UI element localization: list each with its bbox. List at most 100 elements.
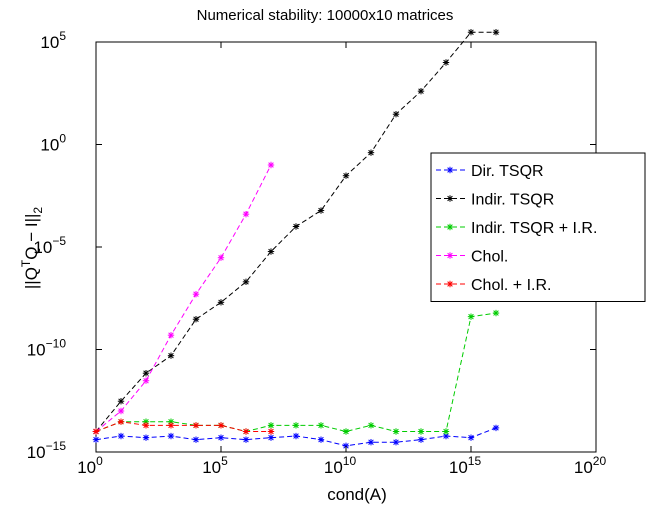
series-0 <box>92 424 500 450</box>
data-point-stroke <box>468 313 474 320</box>
legend-label: Chol. <box>471 249 508 266</box>
legend-item: Chol. + I.R. <box>436 277 551 294</box>
legend-marker-stroke <box>447 252 453 259</box>
data-point-stroke <box>218 434 224 441</box>
chart-title: Numerical stability: 10000x10 matrices <box>197 7 454 24</box>
axis-ticks: 100 105 1010 1015 1020 10−15 10−10 10−5 100 105 <box>27 29 607 477</box>
data-point <box>192 290 200 298</box>
x-tick-label: 105 <box>202 454 228 477</box>
data-point <box>217 422 225 429</box>
series-3 <box>92 161 275 435</box>
data-point <box>92 436 100 443</box>
data-point-stroke <box>193 316 199 322</box>
data-point-stroke <box>493 425 499 431</box>
legend-label: Indir. TSQR + I.R. <box>471 220 597 237</box>
legend-item: Indir. TSQR <box>436 192 554 209</box>
data-point <box>242 278 250 286</box>
legend-label: Chol. + I.R. <box>471 277 551 294</box>
data-point-stroke <box>343 172 349 179</box>
data-point <box>217 434 225 441</box>
data-point <box>492 424 500 432</box>
legend-marker <box>446 280 454 288</box>
y-tick-label: 10−10 <box>27 337 67 360</box>
data-point <box>167 432 175 440</box>
data-point-stroke <box>118 398 124 404</box>
data-point <box>117 432 125 440</box>
series-line <box>95 312 497 433</box>
data-point <box>292 422 300 429</box>
data-point-stroke <box>393 111 399 117</box>
data-point <box>192 436 200 443</box>
data-point-stroke <box>168 352 174 359</box>
legend-marker-stroke <box>447 224 453 230</box>
data-point-stroke <box>193 291 199 297</box>
data-point-stroke <box>93 436 99 443</box>
legend-marker <box>446 195 454 202</box>
data-point-stroke <box>118 418 124 425</box>
legend-box <box>430 152 646 302</box>
data-point-stroke <box>293 422 299 429</box>
legend-marker-stroke <box>447 167 453 173</box>
data-point-stroke <box>268 162 274 168</box>
data-point-stroke <box>268 434 274 441</box>
y-axis-label: ||QTQ − I||2 <box>19 207 45 290</box>
data-point <box>442 59 450 66</box>
data-point-stroke <box>443 428 449 435</box>
legend-label: Indir. TSQR <box>471 192 554 209</box>
legend: Dir. TSQR Indir. TSQR Indir. TSQR + I.R. Ch… <box>430 152 646 302</box>
data-point-stroke <box>418 436 424 443</box>
data-point-stroke <box>118 433 124 439</box>
data-point-stroke <box>193 436 199 443</box>
x-tick-label: 1015 <box>449 454 482 477</box>
data-point-stroke <box>343 443 349 449</box>
data-point-stroke <box>418 428 424 435</box>
y-tick-label: 100 <box>40 132 66 155</box>
data-point <box>317 436 325 443</box>
data-point <box>192 316 200 323</box>
data-point <box>342 428 350 435</box>
data-point-stroke <box>318 207 324 214</box>
data-point-stroke <box>293 223 299 230</box>
data-point-stroke <box>143 377 149 384</box>
data-point <box>317 207 325 214</box>
data-point-stroke <box>168 332 174 338</box>
data-point-stroke <box>368 439 374 445</box>
series-2 <box>92 309 500 435</box>
data-point-stroke <box>243 436 249 443</box>
data-point-stroke <box>93 428 99 435</box>
data-point <box>417 87 425 95</box>
data-point-stroke <box>318 436 324 443</box>
data-point-stroke <box>243 428 249 435</box>
x-tick-label: 100 <box>77 454 103 477</box>
data-point-stroke <box>168 422 174 429</box>
data-point <box>392 428 400 435</box>
data-point-stroke <box>168 433 174 439</box>
data-point <box>267 434 275 441</box>
data-point <box>167 352 175 359</box>
data-point <box>92 428 100 435</box>
data-point <box>192 422 200 429</box>
data-point-stroke <box>143 422 149 429</box>
data-point <box>367 149 375 156</box>
data-point <box>492 29 500 36</box>
data-point-stroke <box>218 254 224 261</box>
data-point-stroke <box>418 88 424 94</box>
legend-marker <box>446 252 454 259</box>
data-point <box>267 428 275 435</box>
data-point <box>467 313 475 320</box>
data-point-stroke <box>493 310 499 316</box>
legend-item: Chol. <box>436 249 508 266</box>
data-point-stroke <box>293 433 299 439</box>
legend-label: Dir. TSQR <box>471 163 544 180</box>
data-point-stroke <box>243 211 249 217</box>
y-tick-label: 105 <box>40 29 66 52</box>
data-point <box>292 432 300 440</box>
data-point-stroke <box>268 422 274 429</box>
data-point-stroke <box>368 149 374 156</box>
data-point <box>467 434 475 441</box>
data-point <box>417 428 425 435</box>
series-line <box>95 421 271 432</box>
legend-marker <box>446 166 454 174</box>
data-point <box>367 439 375 446</box>
